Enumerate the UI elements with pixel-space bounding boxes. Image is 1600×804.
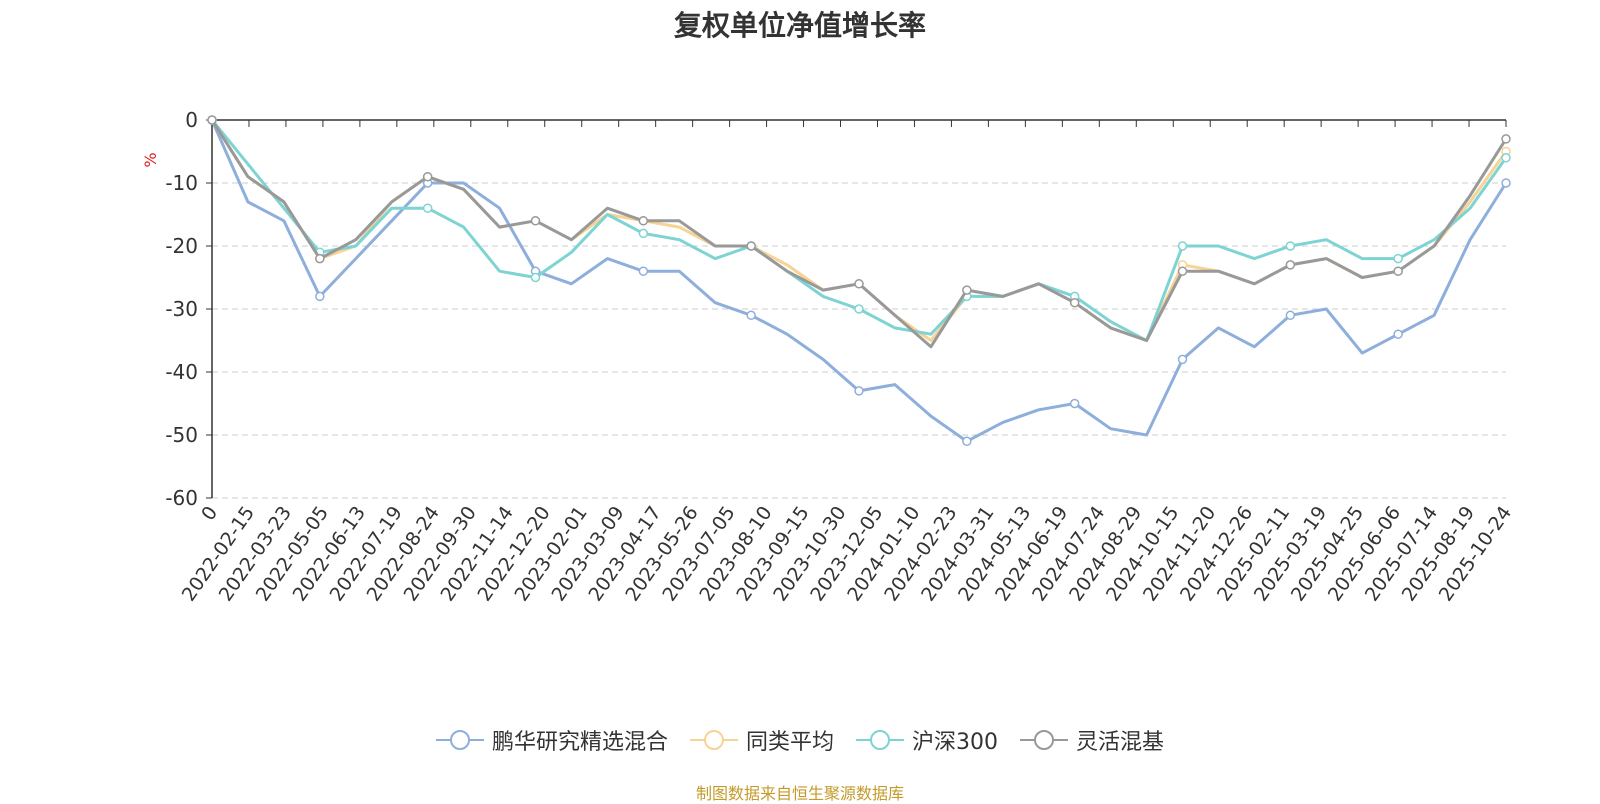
data-point (962, 285, 972, 295)
data-point (1069, 398, 1080, 409)
data-point (1285, 260, 1296, 270)
data-point (854, 386, 864, 396)
y-tick-label: -50 (165, 423, 198, 447)
legend-swatch-icon (435, 730, 484, 750)
data-point (638, 216, 649, 226)
data-point (1393, 329, 1403, 339)
y-tick-label: -60 (165, 486, 198, 510)
data-point (1069, 297, 1080, 308)
legend-item[interactable]: 灵活混基 (1020, 724, 1164, 756)
data-point (1285, 241, 1296, 251)
legend-item[interactable]: 沪深300 (856, 724, 998, 756)
y-axis-label: % (141, 152, 160, 167)
data-point (422, 203, 433, 213)
data-point (315, 291, 325, 302)
data-point (962, 436, 972, 447)
legend-label: 灵活混基 (1076, 730, 1165, 755)
legend[interactable]: 鹏华研究精选混合 同类平均 沪深300 灵活混基 (0, 724, 1600, 756)
data-point (1177, 266, 1188, 276)
data-point (530, 216, 541, 226)
data-point (315, 253, 325, 264)
data-point (638, 266, 649, 276)
data-point (746, 310, 756, 321)
legend-swatch-icon (689, 730, 738, 750)
data-point (854, 304, 864, 314)
y-tick-label: 0 (185, 108, 198, 132)
data-point (746, 241, 756, 251)
data-point (1501, 178, 1511, 188)
data-point (854, 279, 864, 289)
data-point (1285, 310, 1296, 321)
legend-label: 鹏华研究精选混合 (491, 730, 668, 755)
y-tick-label: -30 (165, 297, 198, 321)
data-point (1177, 354, 1188, 365)
legend-label: 沪深300 (912, 730, 998, 755)
legend-label: 同类平均 (745, 730, 834, 755)
data-point (207, 115, 217, 125)
x-tick-label: 0 (197, 502, 222, 525)
legend-item[interactable]: 同类平均 (689, 724, 834, 756)
data-point (530, 272, 541, 283)
legend-item[interactable]: 鹏华研究精选混合 (435, 724, 668, 756)
data-point (1393, 266, 1403, 276)
y-tick-label: -10 (165, 171, 198, 195)
data-point (1501, 153, 1511, 163)
data-point (1393, 253, 1403, 264)
data-point (638, 228, 649, 239)
legend-swatch-icon (856, 730, 904, 750)
y-tick-label: -40 (165, 360, 198, 384)
line-chart: 0-10-20-30-40-50-60%02022-02-152022-03-2… (141, 108, 1516, 605)
legend-swatch-icon (1020, 730, 1068, 750)
data-point (1177, 241, 1188, 251)
chart-title: 复权单位净值增长率 (673, 9, 926, 42)
data-point (1501, 134, 1511, 144)
data-point (422, 171, 433, 182)
source-note: 制图数据来自恒生聚源数据库 (695, 784, 904, 803)
y-tick-label: -20 (165, 234, 198, 258)
